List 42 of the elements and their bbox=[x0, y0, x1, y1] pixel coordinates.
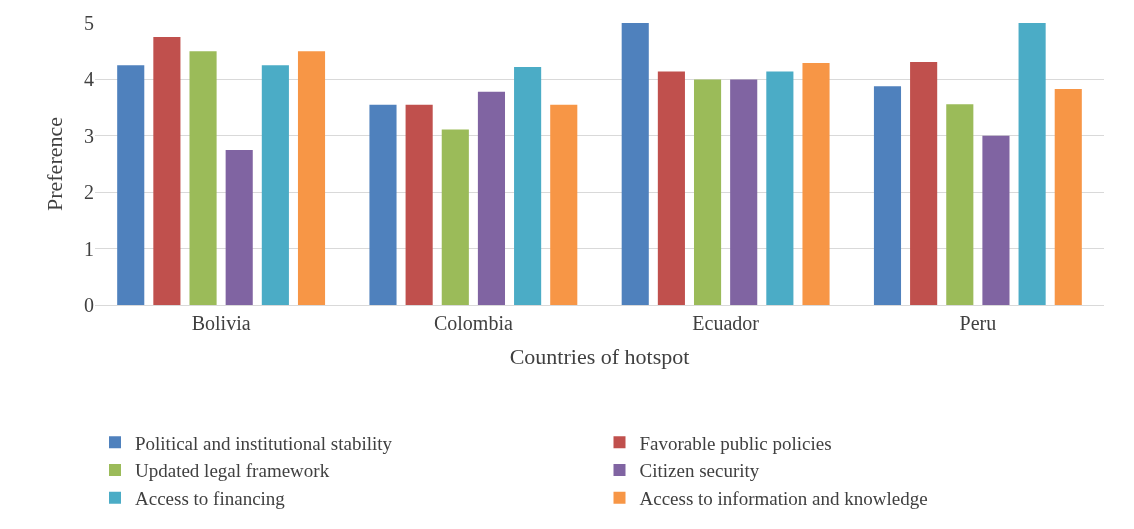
bar bbox=[405, 104, 433, 305]
legend-label: Citizen security bbox=[639, 460, 760, 482]
y-tick-label: 3 bbox=[84, 124, 94, 147]
bar bbox=[946, 104, 974, 305]
bar bbox=[766, 71, 794, 305]
bar bbox=[117, 65, 145, 305]
x-tick-label: Peru bbox=[959, 312, 997, 334]
bar bbox=[225, 149, 253, 305]
legend-label: Updated legal framework bbox=[135, 460, 330, 482]
x-tick-label: Colombia bbox=[433, 312, 513, 334]
y-tick-label: 2 bbox=[84, 181, 94, 204]
bar bbox=[621, 23, 649, 305]
bar bbox=[477, 91, 506, 305]
bar bbox=[657, 71, 685, 305]
bar bbox=[261, 65, 289, 305]
legend-label: Political and institutional stability bbox=[135, 432, 393, 454]
legend-label: Access to information and knowledge bbox=[639, 488, 928, 510]
legend-label: Access to financing bbox=[135, 488, 286, 510]
bar bbox=[189, 51, 217, 305]
bar bbox=[550, 104, 578, 305]
y-tick-label: 5 bbox=[84, 12, 94, 34]
bar bbox=[514, 66, 542, 305]
x-tick-label: Bolivia bbox=[191, 312, 251, 334]
y-tick-label: 4 bbox=[84, 68, 94, 91]
y-tick-label: 1 bbox=[84, 237, 94, 260]
y-tick-label: 0 bbox=[84, 294, 94, 316]
x-axis-title: Countries of hotspot bbox=[509, 343, 690, 369]
bar bbox=[730, 79, 758, 305]
legend-label: Favorable public policies bbox=[639, 432, 832, 454]
bar bbox=[1018, 23, 1046, 305]
bar bbox=[982, 135, 1010, 305]
bar bbox=[802, 63, 830, 305]
bar bbox=[1054, 88, 1082, 305]
bar bbox=[369, 104, 397, 305]
bar bbox=[873, 86, 902, 305]
bar bbox=[441, 129, 469, 305]
bar bbox=[153, 37, 181, 305]
bar bbox=[297, 51, 326, 305]
x-tick-label: Ecuador bbox=[692, 312, 760, 334]
bar bbox=[910, 61, 938, 305]
y-axis-title: Preference bbox=[41, 116, 67, 212]
bar bbox=[693, 79, 722, 305]
